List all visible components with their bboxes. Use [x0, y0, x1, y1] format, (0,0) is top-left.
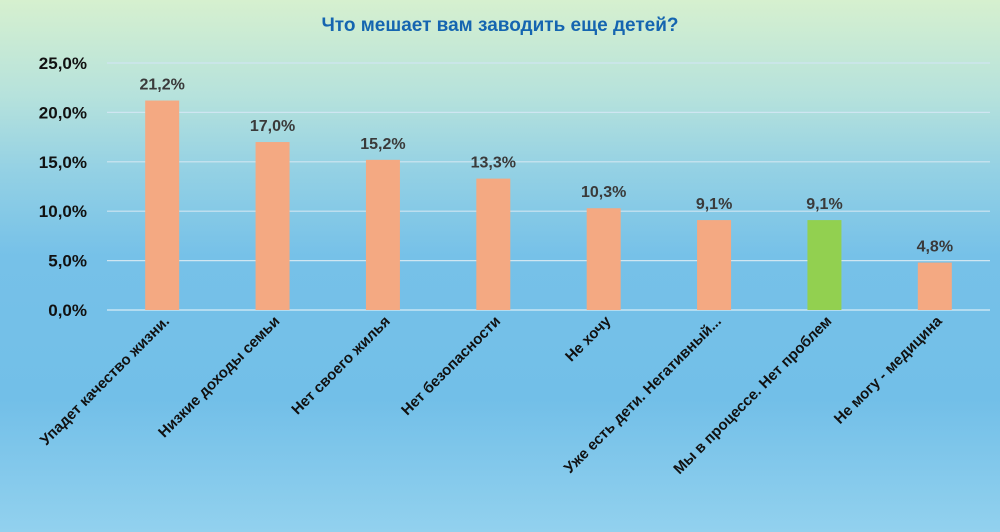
x-tick-label: Не могу - медицина	[831, 312, 946, 427]
bar	[807, 220, 842, 310]
y-tick-label: 0,0%	[48, 301, 87, 320]
bar	[365, 159, 400, 310]
y-tick-label: 20,0%	[39, 103, 87, 122]
x-tick-label: Низкие доходы семьи	[155, 313, 283, 441]
data-label: 15,2%	[360, 136, 405, 153]
data-label: 9,1%	[806, 196, 842, 213]
data-label: 4,8%	[917, 239, 953, 256]
data-label: 21,2%	[140, 77, 185, 94]
y-tick-label: 5,0%	[48, 252, 87, 271]
x-tick-label: Нет своего жилья	[288, 313, 393, 418]
bar	[917, 262, 952, 310]
data-label: 9,1%	[696, 196, 732, 213]
y-tick-label: 10,0%	[39, 202, 87, 221]
bar	[476, 178, 511, 310]
bar	[697, 220, 732, 310]
x-tick-label: Упадет качество жизни.	[37, 313, 173, 449]
y-tick-label: 25,0%	[39, 54, 87, 73]
x-tick-label: Не хочу	[562, 312, 615, 365]
data-label: 17,0%	[250, 118, 295, 135]
bar	[586, 208, 621, 310]
bar	[255, 142, 290, 310]
chart-title: Что мешает вам заводить еще детей?	[321, 15, 678, 36]
data-label: 10,3%	[581, 184, 626, 201]
data-label: 13,3%	[471, 155, 516, 172]
x-tick-label: Нет безопасности	[398, 313, 504, 419]
y-tick-label: 15,0%	[39, 153, 87, 172]
bar	[145, 100, 180, 310]
